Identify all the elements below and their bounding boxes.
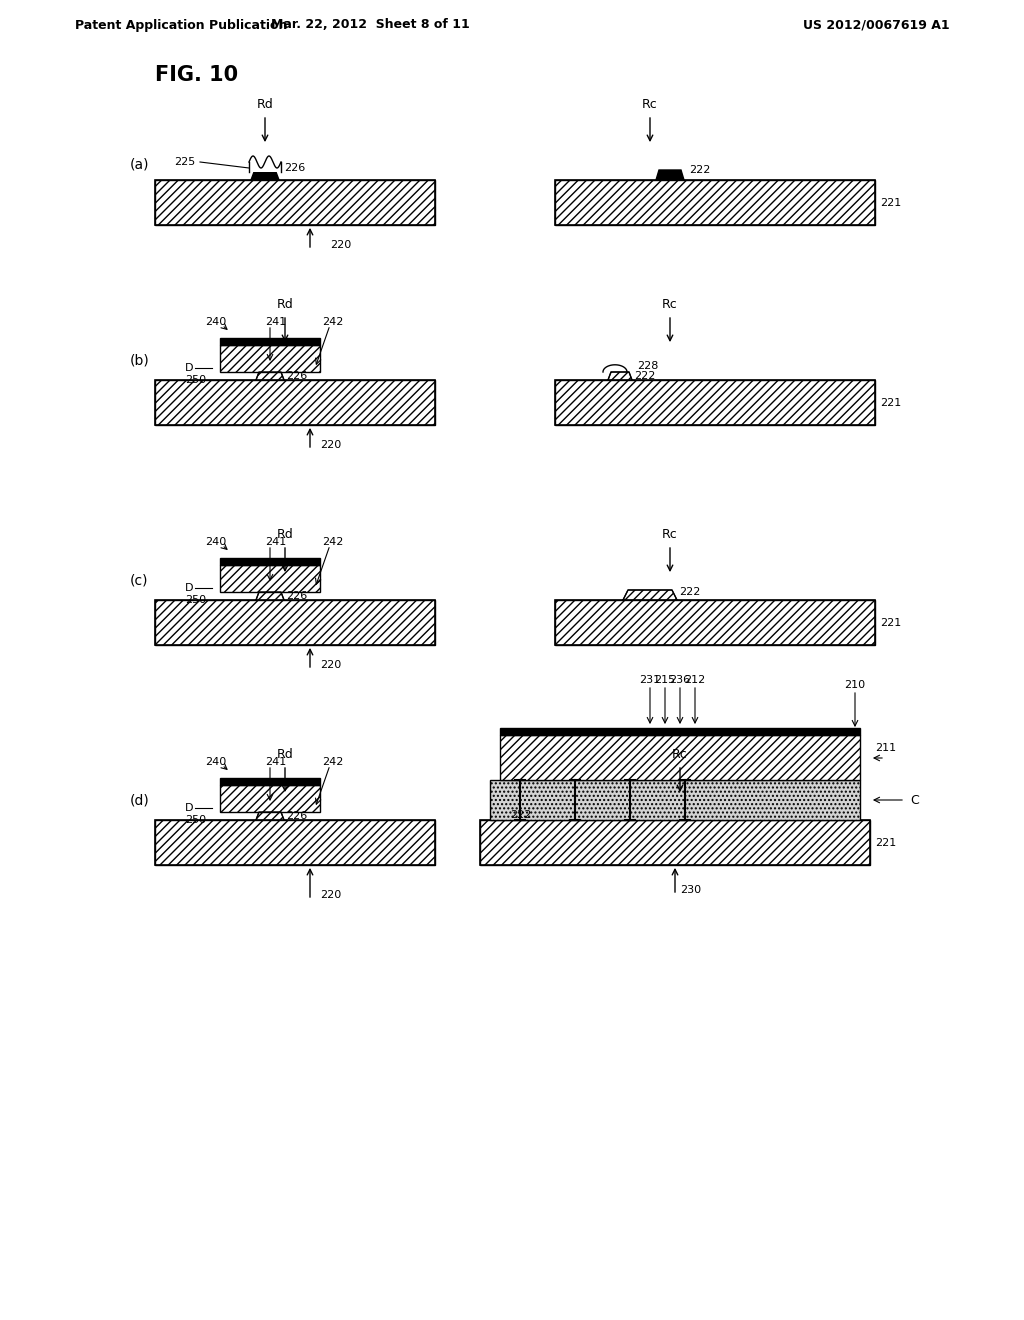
FancyBboxPatch shape <box>555 601 874 645</box>
Text: FIG. 10: FIG. 10 <box>155 65 239 84</box>
Text: 230: 230 <box>680 884 701 895</box>
Text: D: D <box>185 583 194 593</box>
Text: Rc: Rc <box>672 748 688 762</box>
Text: 221: 221 <box>880 198 901 209</box>
FancyBboxPatch shape <box>555 180 874 224</box>
Text: 221: 221 <box>880 618 901 628</box>
FancyBboxPatch shape <box>220 345 319 372</box>
Text: 226: 226 <box>284 162 305 173</box>
Text: 242: 242 <box>322 756 343 767</box>
Text: 226: 226 <box>286 371 307 381</box>
Text: 212: 212 <box>684 675 706 685</box>
Text: 240: 240 <box>205 756 226 767</box>
Text: 222: 222 <box>510 810 531 820</box>
Text: 236: 236 <box>670 675 690 685</box>
FancyBboxPatch shape <box>155 820 435 865</box>
Text: Rc: Rc <box>663 298 678 312</box>
Text: Rc: Rc <box>663 528 678 541</box>
FancyBboxPatch shape <box>155 601 435 645</box>
Polygon shape <box>256 372 284 380</box>
Text: 241: 241 <box>265 756 287 767</box>
Text: 250: 250 <box>185 595 206 605</box>
FancyBboxPatch shape <box>155 180 435 224</box>
Polygon shape <box>256 812 284 820</box>
Polygon shape <box>608 372 632 380</box>
Text: 240: 240 <box>205 537 226 546</box>
FancyBboxPatch shape <box>480 820 870 865</box>
FancyBboxPatch shape <box>220 565 319 591</box>
FancyBboxPatch shape <box>220 558 319 565</box>
Text: Rd: Rd <box>276 748 293 762</box>
Text: 242: 242 <box>322 317 343 327</box>
Text: 210: 210 <box>844 680 865 690</box>
Text: 240: 240 <box>205 317 226 327</box>
Text: (d): (d) <box>130 793 150 807</box>
Text: Rd: Rd <box>257 99 273 111</box>
Text: 241: 241 <box>265 317 287 327</box>
Text: 242: 242 <box>322 537 343 546</box>
Text: 222: 222 <box>689 165 711 176</box>
Text: 220: 220 <box>319 660 341 671</box>
Text: Rd: Rd <box>276 528 293 541</box>
FancyBboxPatch shape <box>490 780 860 820</box>
Text: (b): (b) <box>130 352 150 367</box>
Text: C: C <box>910 793 919 807</box>
Text: D: D <box>185 803 194 813</box>
Text: Rc: Rc <box>642 99 657 111</box>
Text: 222: 222 <box>634 371 655 381</box>
Text: 228: 228 <box>637 360 658 371</box>
Text: D: D <box>185 363 194 374</box>
Text: Mar. 22, 2012  Sheet 8 of 11: Mar. 22, 2012 Sheet 8 of 11 <box>270 18 469 32</box>
Text: 221: 221 <box>874 838 896 847</box>
Text: Rd: Rd <box>276 298 293 312</box>
Polygon shape <box>256 591 284 601</box>
Text: 215: 215 <box>654 675 676 685</box>
FancyBboxPatch shape <box>500 735 860 780</box>
Text: 211: 211 <box>874 743 896 752</box>
Text: 250: 250 <box>185 375 206 385</box>
Text: (a): (a) <box>130 158 150 172</box>
FancyBboxPatch shape <box>555 380 874 425</box>
Text: 220: 220 <box>319 440 341 450</box>
Polygon shape <box>623 590 677 601</box>
Text: 225: 225 <box>174 157 195 168</box>
Text: 222: 222 <box>679 587 700 597</box>
Text: 226: 226 <box>286 810 307 821</box>
FancyBboxPatch shape <box>155 380 435 425</box>
FancyBboxPatch shape <box>220 777 319 785</box>
Text: US 2012/0067619 A1: US 2012/0067619 A1 <box>804 18 950 32</box>
Text: Patent Application Publication: Patent Application Publication <box>75 18 288 32</box>
Text: (c): (c) <box>130 573 148 587</box>
Polygon shape <box>251 172 279 180</box>
Text: 226: 226 <box>286 591 307 601</box>
FancyBboxPatch shape <box>220 338 319 345</box>
Text: 250: 250 <box>185 814 206 825</box>
FancyBboxPatch shape <box>500 729 860 735</box>
Text: 221: 221 <box>880 399 901 408</box>
Text: 220: 220 <box>330 240 351 249</box>
Text: 220: 220 <box>319 890 341 900</box>
FancyBboxPatch shape <box>220 785 319 812</box>
Text: 231: 231 <box>639 675 660 685</box>
Polygon shape <box>656 170 684 180</box>
Text: 241: 241 <box>265 537 287 546</box>
